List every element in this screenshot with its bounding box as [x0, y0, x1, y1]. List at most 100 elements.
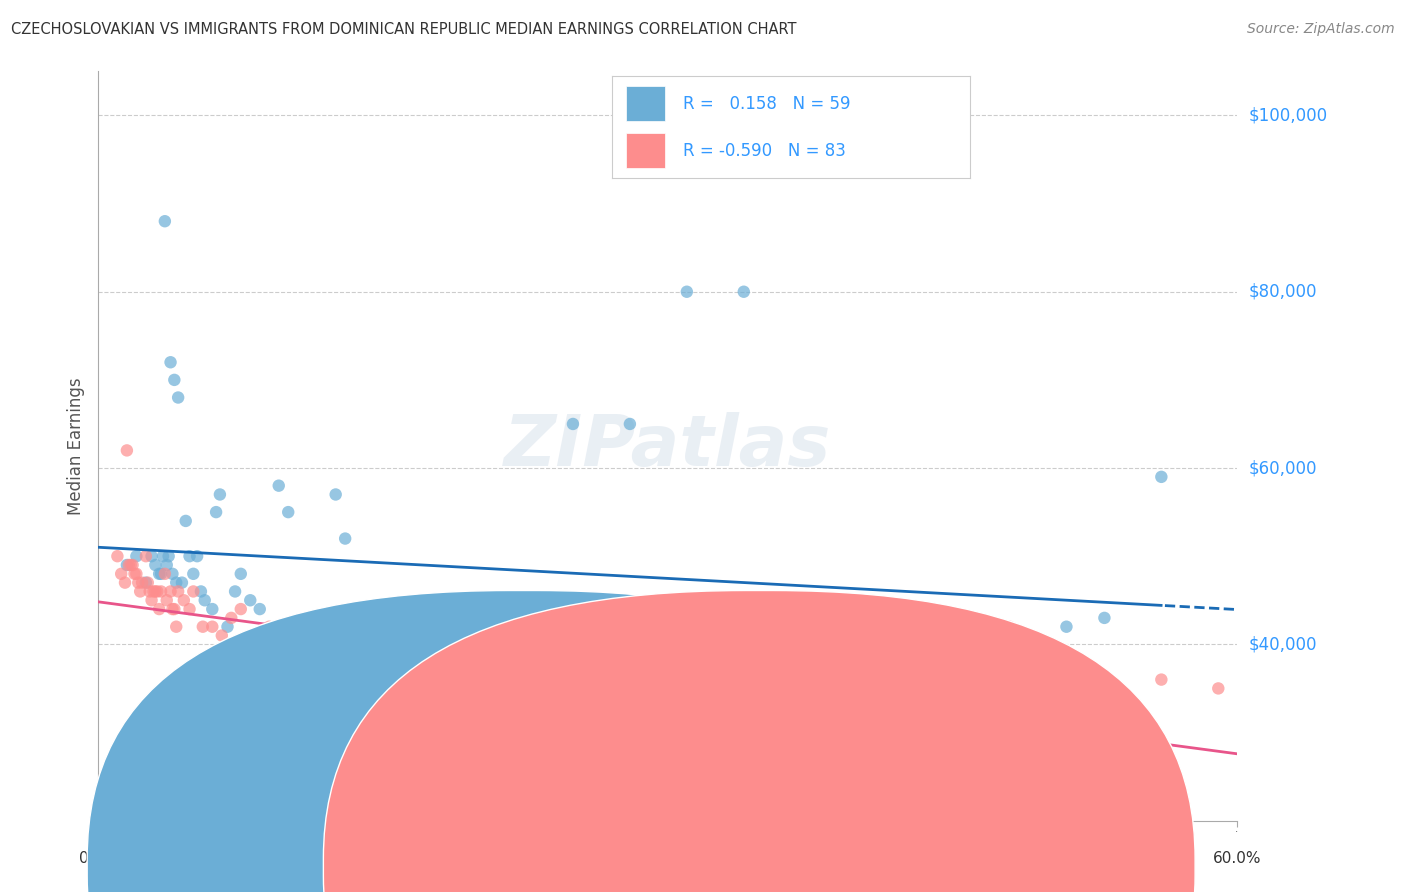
- Point: [562, 417, 585, 431]
- Text: $80,000: $80,000: [1249, 283, 1317, 301]
- Point: [277, 620, 299, 634]
- Point: [581, 707, 603, 722]
- Point: [152, 549, 174, 564]
- Point: [145, 558, 167, 572]
- Point: [1150, 470, 1173, 484]
- Point: [846, 620, 869, 634]
- Point: [156, 558, 179, 572]
- Text: 0.0%: 0.0%: [79, 851, 118, 866]
- Text: 60.0%: 60.0%: [1213, 851, 1261, 866]
- Point: [297, 620, 319, 634]
- Point: [127, 575, 149, 590]
- Point: [142, 584, 165, 599]
- Point: [1208, 681, 1230, 696]
- Point: [335, 681, 357, 696]
- Point: [183, 566, 205, 581]
- Y-axis label: Median Earnings: Median Earnings: [66, 377, 84, 515]
- Point: [125, 549, 148, 564]
- Point: [114, 575, 136, 590]
- Point: [315, 620, 337, 634]
- Text: Czechoslovakians: Czechoslovakians: [546, 860, 682, 874]
- Point: [201, 602, 224, 616]
- Point: [467, 673, 489, 687]
- Point: [638, 673, 661, 687]
- Point: [249, 681, 271, 696]
- Point: [1036, 690, 1059, 705]
- Point: [179, 602, 201, 616]
- Point: [486, 681, 509, 696]
- Point: [343, 673, 366, 687]
- Point: [115, 558, 138, 572]
- Point: [205, 505, 228, 519]
- Point: [960, 690, 983, 705]
- Point: [770, 707, 793, 722]
- Point: [267, 664, 290, 678]
- Point: [676, 285, 699, 299]
- Text: Immigrants from Dominican Republic: Immigrants from Dominican Republic: [782, 860, 1067, 874]
- Point: [208, 487, 231, 501]
- Text: CZECHOSLOVAKIAN VS IMMIGRANTS FROM DOMINICAN REPUBLIC MEDIAN EARNINGS CORRELATIO: CZECHOSLOVAKIAN VS IMMIGRANTS FROM DOMIN…: [11, 22, 797, 37]
- Point: [1094, 611, 1116, 625]
- Text: $100,000: $100,000: [1249, 106, 1327, 125]
- Point: [129, 584, 152, 599]
- Point: [297, 655, 319, 669]
- Point: [118, 558, 141, 572]
- Point: [186, 549, 208, 564]
- Point: [998, 681, 1021, 696]
- Point: [353, 690, 375, 705]
- Point: [159, 584, 181, 599]
- Point: [190, 584, 212, 599]
- Point: [325, 646, 347, 660]
- Point: [325, 487, 347, 501]
- Point: [120, 558, 142, 572]
- Point: [135, 575, 157, 590]
- Point: [259, 620, 281, 634]
- Point: [224, 584, 246, 599]
- Point: [179, 549, 201, 564]
- Text: Source: ZipAtlas.com: Source: ZipAtlas.com: [1247, 22, 1395, 37]
- Point: [163, 373, 186, 387]
- Point: [156, 593, 179, 607]
- Point: [391, 707, 413, 722]
- Point: [287, 673, 309, 687]
- Point: [371, 655, 394, 669]
- Point: [600, 673, 623, 687]
- Point: [1074, 707, 1097, 722]
- Point: [619, 707, 641, 722]
- Bar: [626, 87, 665, 121]
- Point: [249, 602, 271, 616]
- Point: [150, 566, 173, 581]
- Point: [363, 681, 385, 696]
- Point: [167, 584, 190, 599]
- Point: [1112, 699, 1135, 714]
- Point: [145, 584, 167, 599]
- Point: [157, 549, 180, 564]
- Point: [1056, 620, 1078, 634]
- Text: R =   0.158   N = 59: R = 0.158 N = 59: [683, 95, 851, 112]
- Point: [153, 566, 176, 581]
- Point: [449, 699, 471, 714]
- Point: [121, 558, 143, 572]
- Point: [153, 214, 176, 228]
- Point: [229, 602, 252, 616]
- Point: [657, 699, 679, 714]
- Point: [353, 637, 375, 651]
- Point: [714, 716, 737, 731]
- Point: [217, 620, 239, 634]
- Point: [167, 391, 190, 405]
- Point: [467, 743, 489, 757]
- Point: [183, 584, 205, 599]
- Point: [1150, 673, 1173, 687]
- Point: [141, 593, 163, 607]
- Point: [211, 628, 233, 642]
- Point: [162, 602, 184, 616]
- Point: [141, 549, 163, 564]
- Point: [305, 681, 328, 696]
- Point: [131, 575, 153, 590]
- Point: [505, 761, 527, 775]
- Point: [411, 637, 433, 651]
- Point: [922, 707, 945, 722]
- Point: [305, 655, 328, 669]
- Point: [752, 725, 775, 739]
- Text: $60,000: $60,000: [1249, 459, 1317, 477]
